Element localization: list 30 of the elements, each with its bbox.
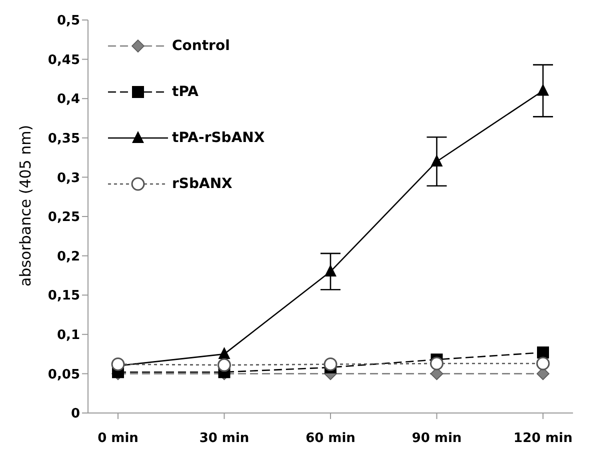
point xyxy=(537,84,549,96)
point xyxy=(218,358,231,372)
y-tick-label: 0,15 xyxy=(48,288,80,304)
y-tick-label: 0,05 xyxy=(48,367,80,382)
y-tick-label: 0,5 xyxy=(56,14,80,29)
y-tick-label: 0,3 xyxy=(56,170,80,186)
y-tick-label: 0,2 xyxy=(56,249,80,264)
y-tick-label: 0,35 xyxy=(48,132,80,147)
point xyxy=(537,346,549,358)
legend-label: Control xyxy=(172,38,230,54)
y-tick-label: 0 xyxy=(70,406,80,422)
x-tick-label: 0 min xyxy=(98,431,138,446)
legend-label: rSbANX xyxy=(172,176,232,192)
point xyxy=(324,264,336,277)
y-tick-label: 0,45 xyxy=(48,52,80,68)
point xyxy=(430,154,443,166)
y-axis-title: absorbance (405 nm) xyxy=(16,124,34,286)
y-tick-label: 0,1 xyxy=(56,328,80,344)
legend-label: tPA-rSbANX xyxy=(172,130,265,146)
y-tick-label: 0,4 xyxy=(56,92,80,108)
x-tick-label: 60 min xyxy=(306,431,356,446)
y-tick-label: 0,25 xyxy=(48,210,80,226)
point xyxy=(536,356,550,370)
x-tick-label: 30 min xyxy=(199,431,250,446)
legend-label: tPA xyxy=(172,84,199,100)
x-tick-label: 120 min xyxy=(514,431,572,446)
point xyxy=(430,356,444,370)
x-tick-label: 90 min xyxy=(412,431,462,446)
point xyxy=(324,358,338,372)
point xyxy=(218,347,230,360)
